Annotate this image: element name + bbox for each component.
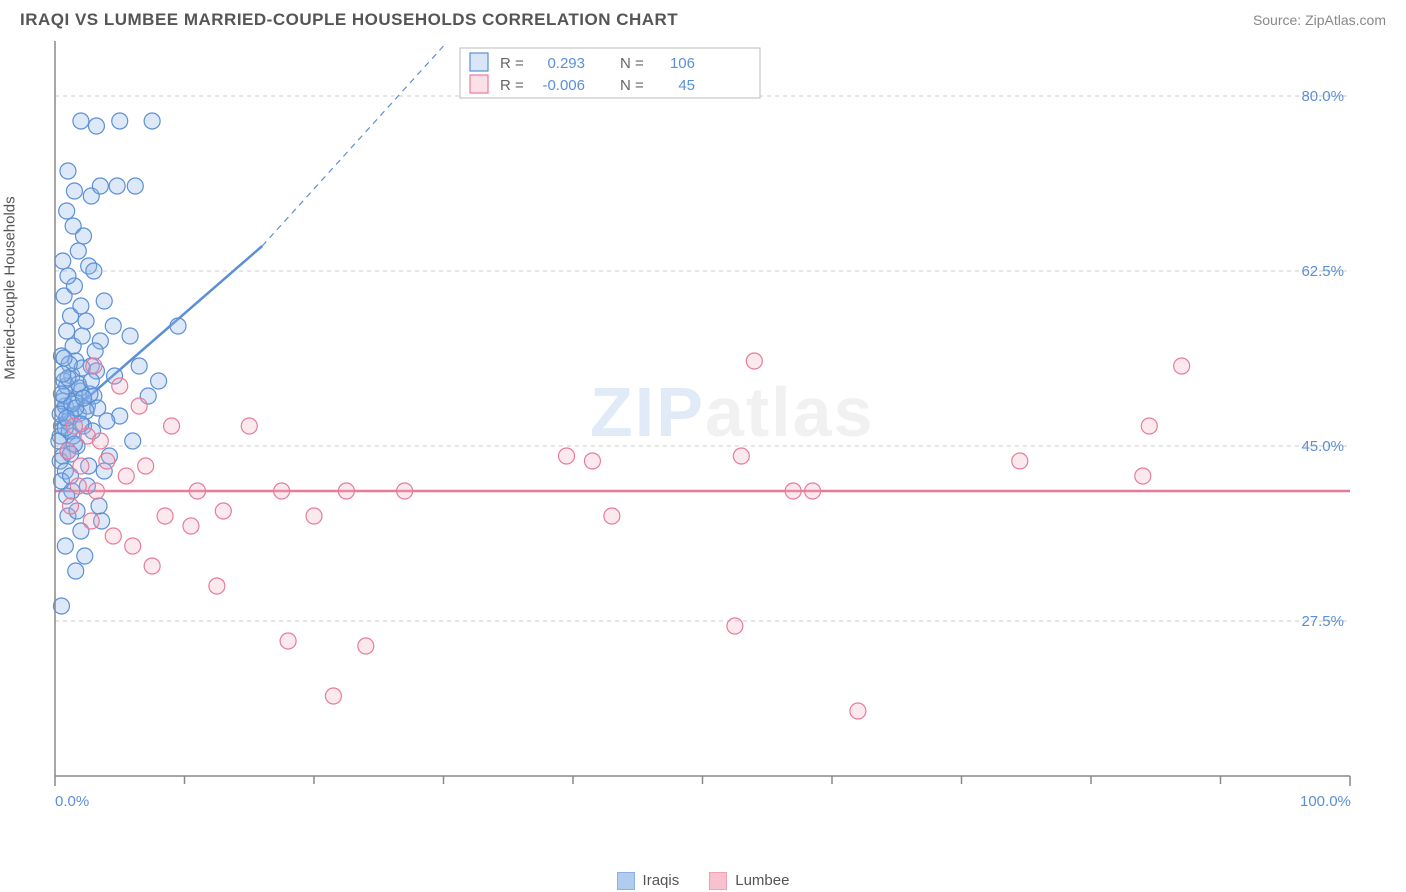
svg-text:27.5%: 27.5% — [1301, 613, 1344, 630]
scatter-chart: 27.5% 45.0% 62.5% 80.0% ZIPatlas 0.0% 100.0% R … — [20, 36, 1360, 866]
bottom-legend: Iraqis Lumbee — [20, 872, 1386, 890]
chart-header: IRAQI VS LUMBEE MARRIED-COUPLE HOUSEHOLD… — [0, 0, 1406, 36]
svg-text:62.5%: 62.5% — [1301, 263, 1344, 280]
y-axis-label: Married-couple Households — [2, 196, 19, 379]
svg-text:-0.006: -0.006 — [542, 77, 585, 94]
legend-item-lumbee: Lumbee — [709, 872, 789, 890]
svg-text:0.0%: 0.0% — [55, 793, 89, 810]
svg-text:80.0%: 80.0% — [1301, 88, 1344, 105]
svg-text:45: 45 — [678, 77, 695, 94]
svg-text:N =: N = — [620, 77, 644, 94]
svg-text:106: 106 — [670, 55, 695, 72]
chart-title: IRAQI VS LUMBEE MARRIED-COUPLE HOUSEHOLD… — [20, 10, 678, 30]
svg-text:100.0%: 100.0% — [1300, 793, 1351, 810]
chart-source: Source: ZipAtlas.com — [1253, 12, 1386, 28]
svg-text:R =: R = — [500, 77, 524, 94]
svg-text:ZIPatlas: ZIPatlas — [590, 373, 874, 451]
chart-area: Married-couple Households 27.5%45.0%62.5… — [20, 36, 1386, 890]
svg-text:R =: R = — [500, 55, 524, 72]
svg-text:45.0%: 45.0% — [1301, 438, 1344, 455]
svg-text:N =: N = — [620, 55, 644, 72]
svg-text:0.293: 0.293 — [547, 55, 585, 72]
legend-item-iraqis: Iraqis — [617, 872, 680, 890]
